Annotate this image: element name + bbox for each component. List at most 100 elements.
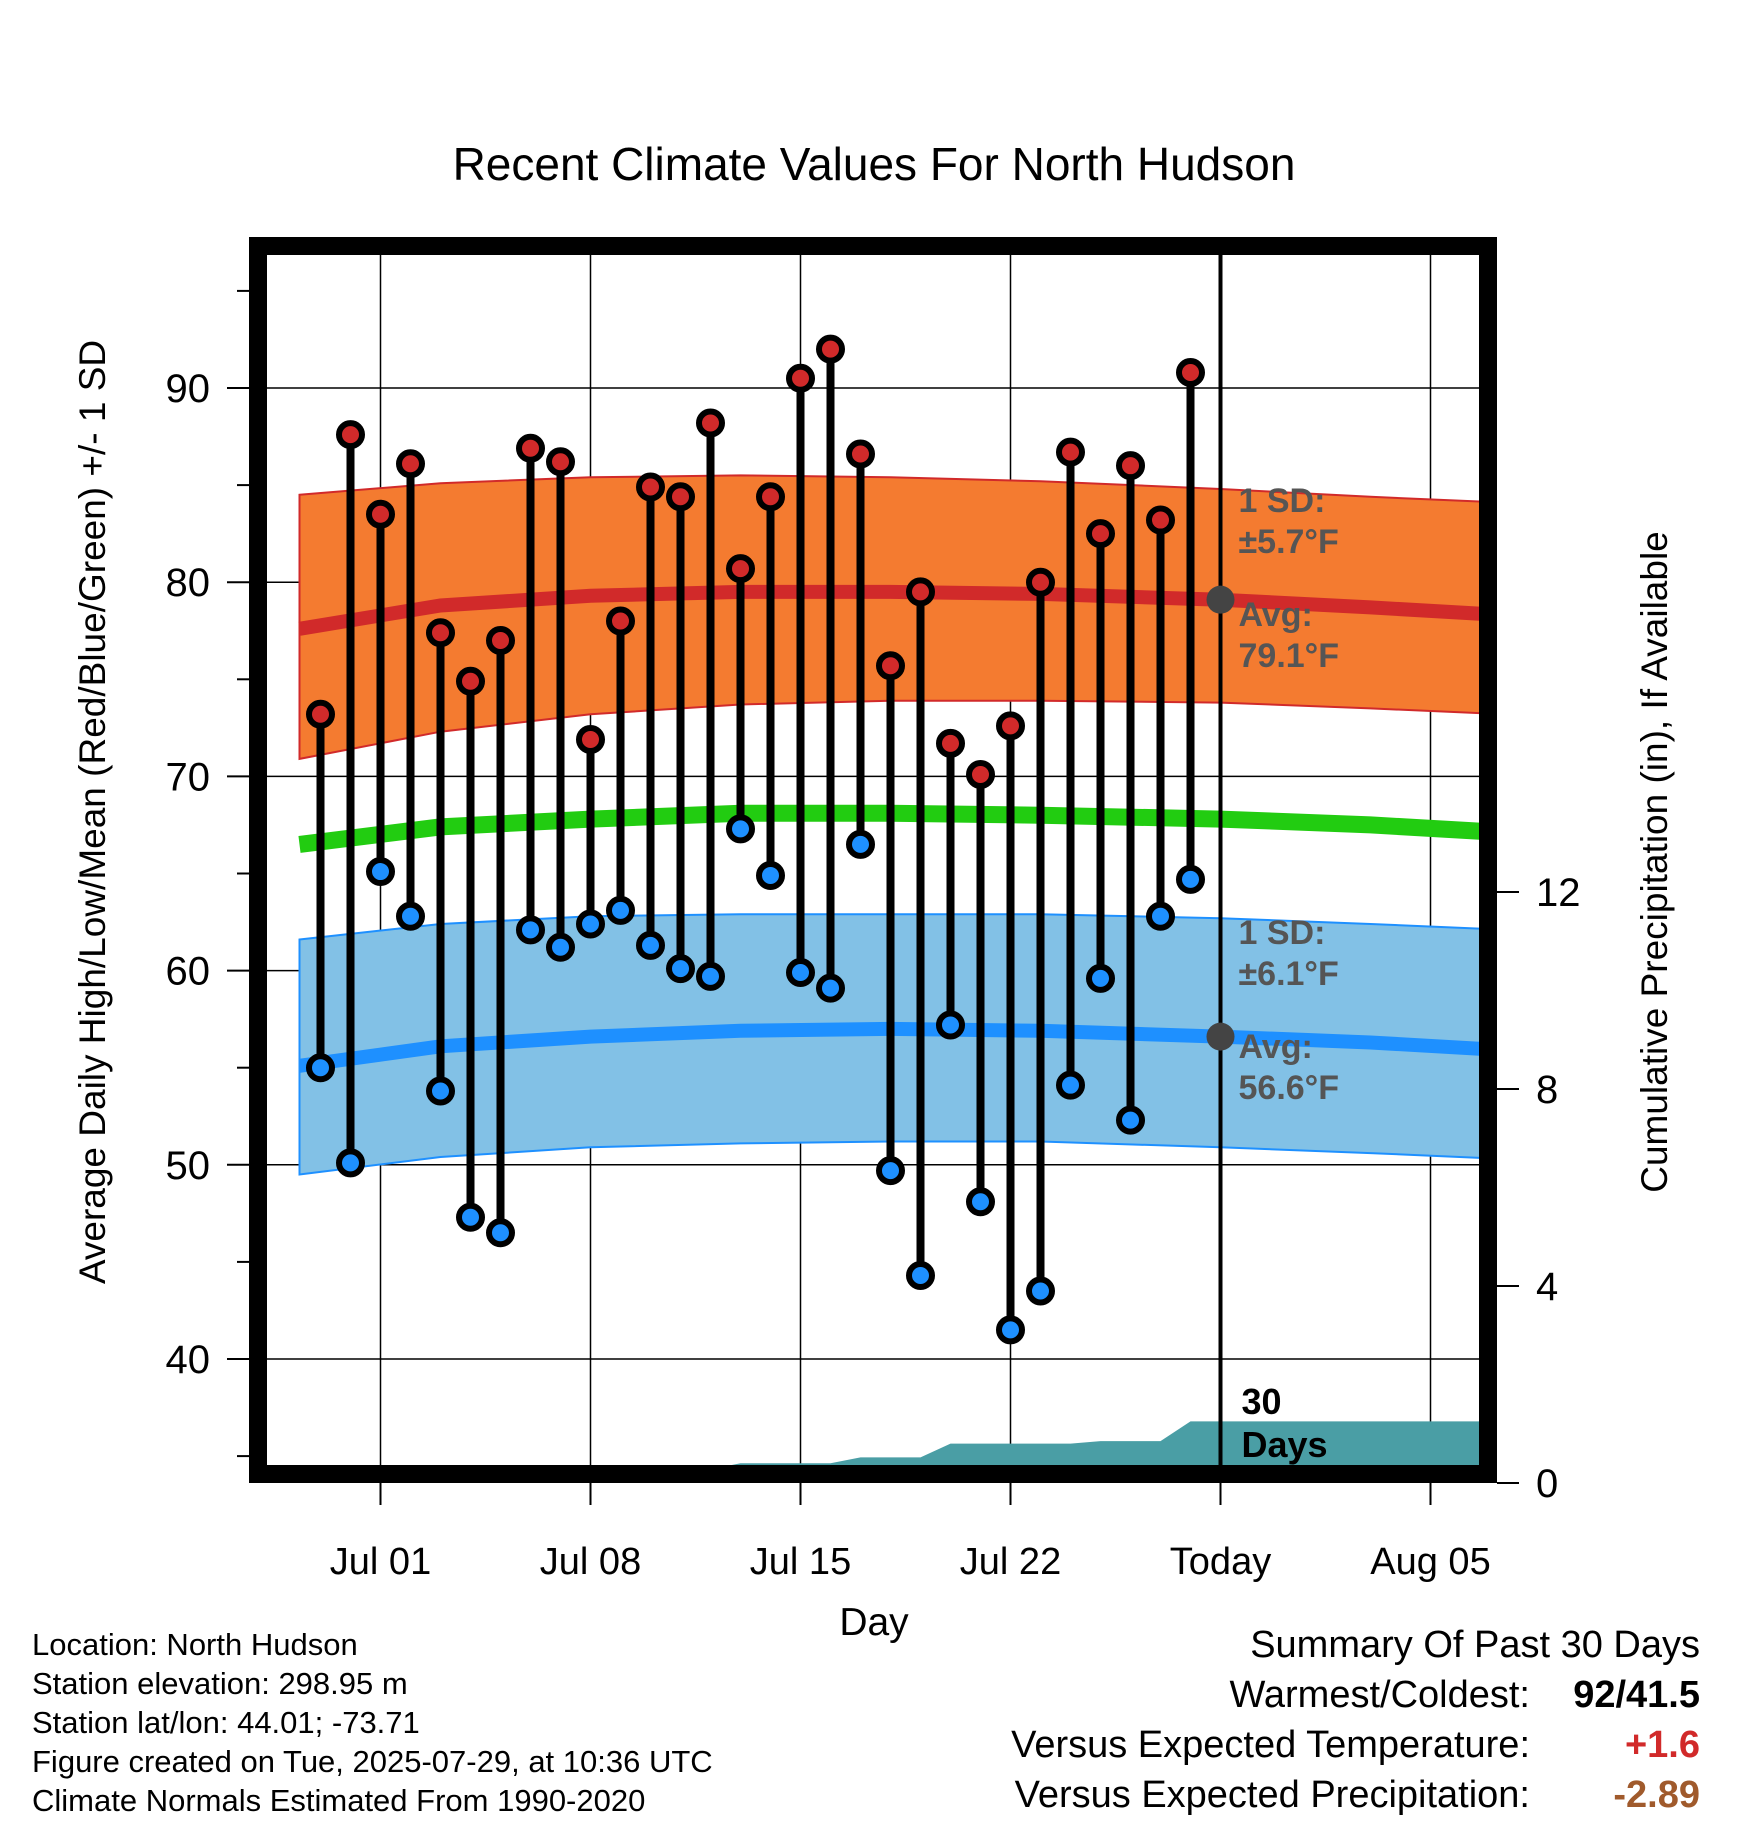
y-tick-label: 80 xyxy=(166,561,211,605)
y-axis-label-left: Average Daily High/Low/Mean (Red/Blue/Gr… xyxy=(72,340,113,1284)
daily-high-point xyxy=(576,725,605,755)
station-info: Location: North Hudson Station elevation… xyxy=(32,1625,713,1820)
daily-high-point xyxy=(486,625,515,655)
daily-low-point xyxy=(906,1260,935,1290)
warmest-label: Warmest/Coldest: xyxy=(1229,1674,1530,1716)
daily-low-point xyxy=(636,930,665,960)
x-tick-label: Jul 08 xyxy=(540,1541,641,1583)
daily-high-point xyxy=(936,728,965,758)
created-text: Figure created on Tue, 2025-07-29, at 10… xyxy=(32,1744,713,1779)
x-axis-label: Day xyxy=(839,1601,909,1644)
high-avg-value: 79.1°F xyxy=(1239,637,1340,675)
daily-high-point xyxy=(306,699,335,729)
daily-high-point xyxy=(636,472,665,502)
low-avg-value: 56.6°F xyxy=(1239,1069,1340,1107)
today-high-avg-dot xyxy=(1206,585,1235,614)
normals-text: Climate Normals Estimated From 1990-2020 xyxy=(32,1783,646,1818)
daily-low-point xyxy=(996,1315,1025,1345)
daily-low-point xyxy=(936,1010,965,1040)
daily-high-point xyxy=(1056,437,1085,467)
daily-high-point xyxy=(876,651,905,681)
chart-title: Recent Climate Values For North Hudson xyxy=(453,138,1296,190)
daily-low-point xyxy=(816,973,845,1003)
low-sd-value: ±6.1°F xyxy=(1239,955,1339,993)
today-low-avg-dot xyxy=(1206,1022,1235,1051)
daily-high-point xyxy=(546,447,575,477)
temp-label: Versus Expected Temperature: xyxy=(1011,1724,1530,1766)
daily-high-point xyxy=(1176,357,1205,387)
x-tick-label: Today xyxy=(1170,1541,1271,1583)
daily-high-point xyxy=(426,618,455,648)
plot-content xyxy=(258,246,1488,1474)
y2-tick-label: 8 xyxy=(1536,1068,1558,1112)
x-tick-label: Jul 01 xyxy=(330,1541,431,1583)
daily-high-point xyxy=(1146,505,1175,535)
summary-precip-row: Versus Expected Precipitation: -2.89 xyxy=(1011,1770,1700,1820)
elevation-text: Station elevation: 298.95 m xyxy=(32,1666,408,1701)
daily-low-point xyxy=(786,958,815,988)
high-sd-label: 1 SD: xyxy=(1239,482,1326,520)
daily-low-point xyxy=(1146,901,1175,931)
high-normal-line xyxy=(298,584,1488,636)
daily-low-point xyxy=(546,932,575,962)
low-avg-label: Avg: xyxy=(1239,1028,1313,1066)
y-tick-label: 70 xyxy=(166,755,211,799)
x-tick-label: Jul 15 xyxy=(750,1541,851,1583)
daily-high-point xyxy=(846,439,875,469)
days-label-number: 30 xyxy=(1242,1381,1282,1422)
high-avg-label: Avg: xyxy=(1239,596,1313,634)
daily-low-point xyxy=(306,1053,335,1083)
warmest-value: 92/41.5 xyxy=(1573,1674,1700,1716)
daily-high-point xyxy=(756,482,785,512)
daily-high-point xyxy=(666,482,695,512)
daily-low-point xyxy=(876,1156,905,1186)
daily-high-point xyxy=(1086,519,1115,549)
daily-low-point xyxy=(486,1218,515,1248)
daily-low-point xyxy=(756,860,785,890)
daily-high-point xyxy=(696,408,725,438)
y-axis-label-right: Cumulative Precipitation (in), If Availa… xyxy=(1634,531,1675,1193)
daily-low-point xyxy=(426,1076,455,1106)
summary-warmest-row: Warmest/Coldest: 92/41.5 xyxy=(1011,1670,1700,1720)
y-tick-label: 50 xyxy=(166,1144,211,1188)
daily-high-point xyxy=(366,499,395,529)
daily-low-point xyxy=(1056,1070,1085,1100)
daily-low-point xyxy=(336,1148,365,1178)
daily-high-point xyxy=(906,577,935,607)
x-tick-label: Jul 22 xyxy=(960,1541,1061,1583)
plot-frame xyxy=(249,237,1497,1483)
precip-label: Versus Expected Precipitation: xyxy=(1014,1774,1530,1816)
daily-low-point xyxy=(1116,1105,1145,1135)
temp-value: +1.6 xyxy=(1624,1724,1700,1766)
daily-high-point xyxy=(456,666,485,696)
daily-low-point xyxy=(966,1187,995,1217)
daily-high-point xyxy=(1116,451,1145,481)
summary-temp-row: Versus Expected Temperature: +1.6 xyxy=(1011,1720,1700,1770)
location-text: Location: North Hudson xyxy=(32,1627,358,1662)
x-tick-label: Aug 05 xyxy=(1370,1541,1490,1583)
daily-low-point xyxy=(456,1202,485,1232)
daily-high-point xyxy=(1026,567,1055,597)
daily-high-point xyxy=(816,334,845,364)
daily-high-point xyxy=(516,433,545,463)
daily-high-point xyxy=(606,606,635,636)
daily-high-point xyxy=(786,363,815,393)
y2-tick-label: 4 xyxy=(1536,1265,1558,1309)
daily-high-point xyxy=(966,759,995,789)
latlon-text: Station lat/lon: 44.01; -73.71 xyxy=(32,1705,420,1740)
high-sd-value: ±5.7°F xyxy=(1239,523,1339,561)
days-label-text: Days xyxy=(1242,1424,1328,1465)
daily-high-point xyxy=(996,711,1025,741)
y2-tick-label: 12 xyxy=(1536,871,1581,915)
y-tick-label: 90 xyxy=(166,367,211,411)
daily-low-point xyxy=(576,909,605,939)
daily-low-point xyxy=(1176,864,1205,894)
daily-high-point xyxy=(396,449,425,479)
y2-tick-label: 0 xyxy=(1536,1462,1558,1506)
low-sd-label: 1 SD: xyxy=(1239,914,1326,952)
precip-value: -2.89 xyxy=(1613,1774,1700,1816)
daily-low-point xyxy=(1026,1276,1055,1306)
daily-low-point xyxy=(1086,963,1115,993)
